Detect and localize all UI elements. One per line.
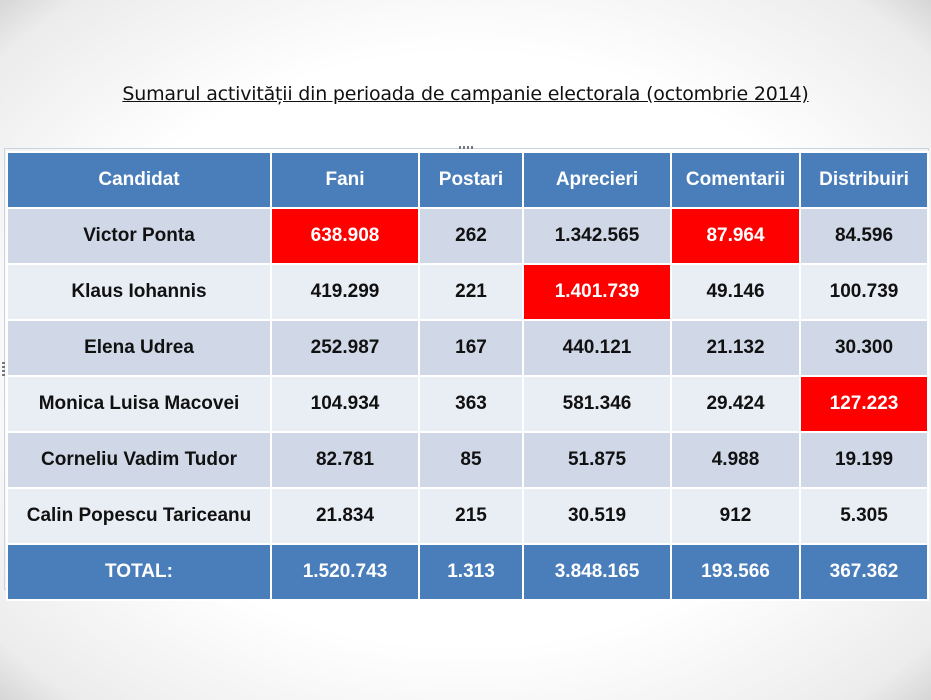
header-comentarii: Comentarii bbox=[670, 151, 801, 209]
cell-distribuiri: 5.305 bbox=[799, 487, 929, 545]
cell-candidat: Victor Ponta bbox=[6, 207, 272, 265]
cell-postari: 262 bbox=[418, 207, 524, 265]
cell-distribuiri: 100.739 bbox=[799, 263, 929, 321]
cell-fani: 638.908 bbox=[270, 207, 420, 265]
cell-fani: 82.781 bbox=[270, 431, 420, 489]
cell-fani: 252.987 bbox=[270, 319, 420, 377]
cell-comentarii: 912 bbox=[670, 487, 801, 545]
total-aprecieri: 3.848.165 bbox=[522, 543, 672, 601]
total-postari: 1.313 bbox=[418, 543, 524, 601]
cell-aprecieri: 51.875 bbox=[522, 431, 672, 489]
table-row: Calin Popescu Tariceanu 21.834 215 30.51… bbox=[6, 487, 929, 545]
cell-candidat: Calin Popescu Tariceanu bbox=[6, 487, 272, 545]
table-header-row: Candidat Fani Postari Aprecieri Comentar… bbox=[6, 151, 929, 209]
cell-fani: 21.834 bbox=[270, 487, 420, 545]
cell-candidat: Monica Luisa Macovei bbox=[6, 375, 272, 433]
cell-candidat: Corneliu Vadim Tudor bbox=[6, 431, 272, 489]
total-distribuiri: 367.362 bbox=[799, 543, 929, 601]
table-row: Monica Luisa Macovei 104.934 363 581.346… bbox=[6, 375, 929, 433]
header-postari: Postari bbox=[418, 151, 524, 209]
cell-distribuiri: 84.596 bbox=[799, 207, 929, 265]
header-fani: Fani bbox=[270, 151, 420, 209]
cell-postari: 363 bbox=[418, 375, 524, 433]
cell-candidat: Klaus Iohannis bbox=[6, 263, 272, 321]
resize-handle-left[interactable] bbox=[2, 362, 5, 376]
cell-postari: 167 bbox=[418, 319, 524, 377]
header-aprecieri: Aprecieri bbox=[522, 151, 672, 209]
cell-distribuiri: 19.199 bbox=[799, 431, 929, 489]
cell-fani: 104.934 bbox=[270, 375, 420, 433]
resize-handle-top[interactable] bbox=[459, 146, 473, 149]
slide-title: Sumarul activității din perioada de camp… bbox=[122, 83, 809, 105]
header-candidat: Candidat bbox=[6, 151, 272, 209]
table-row: Elena Udrea 252.987 167 440.121 21.132 3… bbox=[6, 319, 929, 377]
cell-comentarii: 29.424 bbox=[670, 375, 801, 433]
cell-aprecieri: 581.346 bbox=[522, 375, 672, 433]
table-row: Victor Ponta 638.908 262 1.342.565 87.96… bbox=[6, 207, 929, 265]
cell-distribuiri: 30.300 bbox=[799, 319, 929, 377]
cell-postari: 85 bbox=[418, 431, 524, 489]
cell-fani: 419.299 bbox=[270, 263, 420, 321]
cell-distribuiri: 127.223 bbox=[799, 375, 929, 433]
campaign-summary-table: Candidat Fani Postari Aprecieri Comentar… bbox=[6, 151, 929, 601]
cell-comentarii: 4.988 bbox=[670, 431, 801, 489]
cell-aprecieri: 1.342.565 bbox=[522, 207, 672, 265]
cell-aprecieri: 30.519 bbox=[522, 487, 672, 545]
cell-comentarii: 87.964 bbox=[670, 207, 801, 265]
total-fani: 1.520.743 bbox=[270, 543, 420, 601]
table-row: Corneliu Vadim Tudor 82.781 85 51.875 4.… bbox=[6, 431, 929, 489]
total-row: TOTAL: 1.520.743 1.313 3.848.165 193.566… bbox=[6, 543, 929, 601]
cell-comentarii: 21.132 bbox=[670, 319, 801, 377]
total-label: TOTAL: bbox=[6, 543, 272, 601]
header-distribuiri: Distribuiri bbox=[799, 151, 929, 209]
cell-comentarii: 49.146 bbox=[670, 263, 801, 321]
cell-aprecieri: 1.401.739 bbox=[522, 263, 672, 321]
cell-postari: 215 bbox=[418, 487, 524, 545]
cell-candidat: Elena Udrea bbox=[6, 319, 272, 377]
total-comentarii: 193.566 bbox=[670, 543, 801, 601]
table-row: Klaus Iohannis 419.299 221 1.401.739 49.… bbox=[6, 263, 929, 321]
cell-aprecieri: 440.121 bbox=[522, 319, 672, 377]
cell-postari: 221 bbox=[418, 263, 524, 321]
